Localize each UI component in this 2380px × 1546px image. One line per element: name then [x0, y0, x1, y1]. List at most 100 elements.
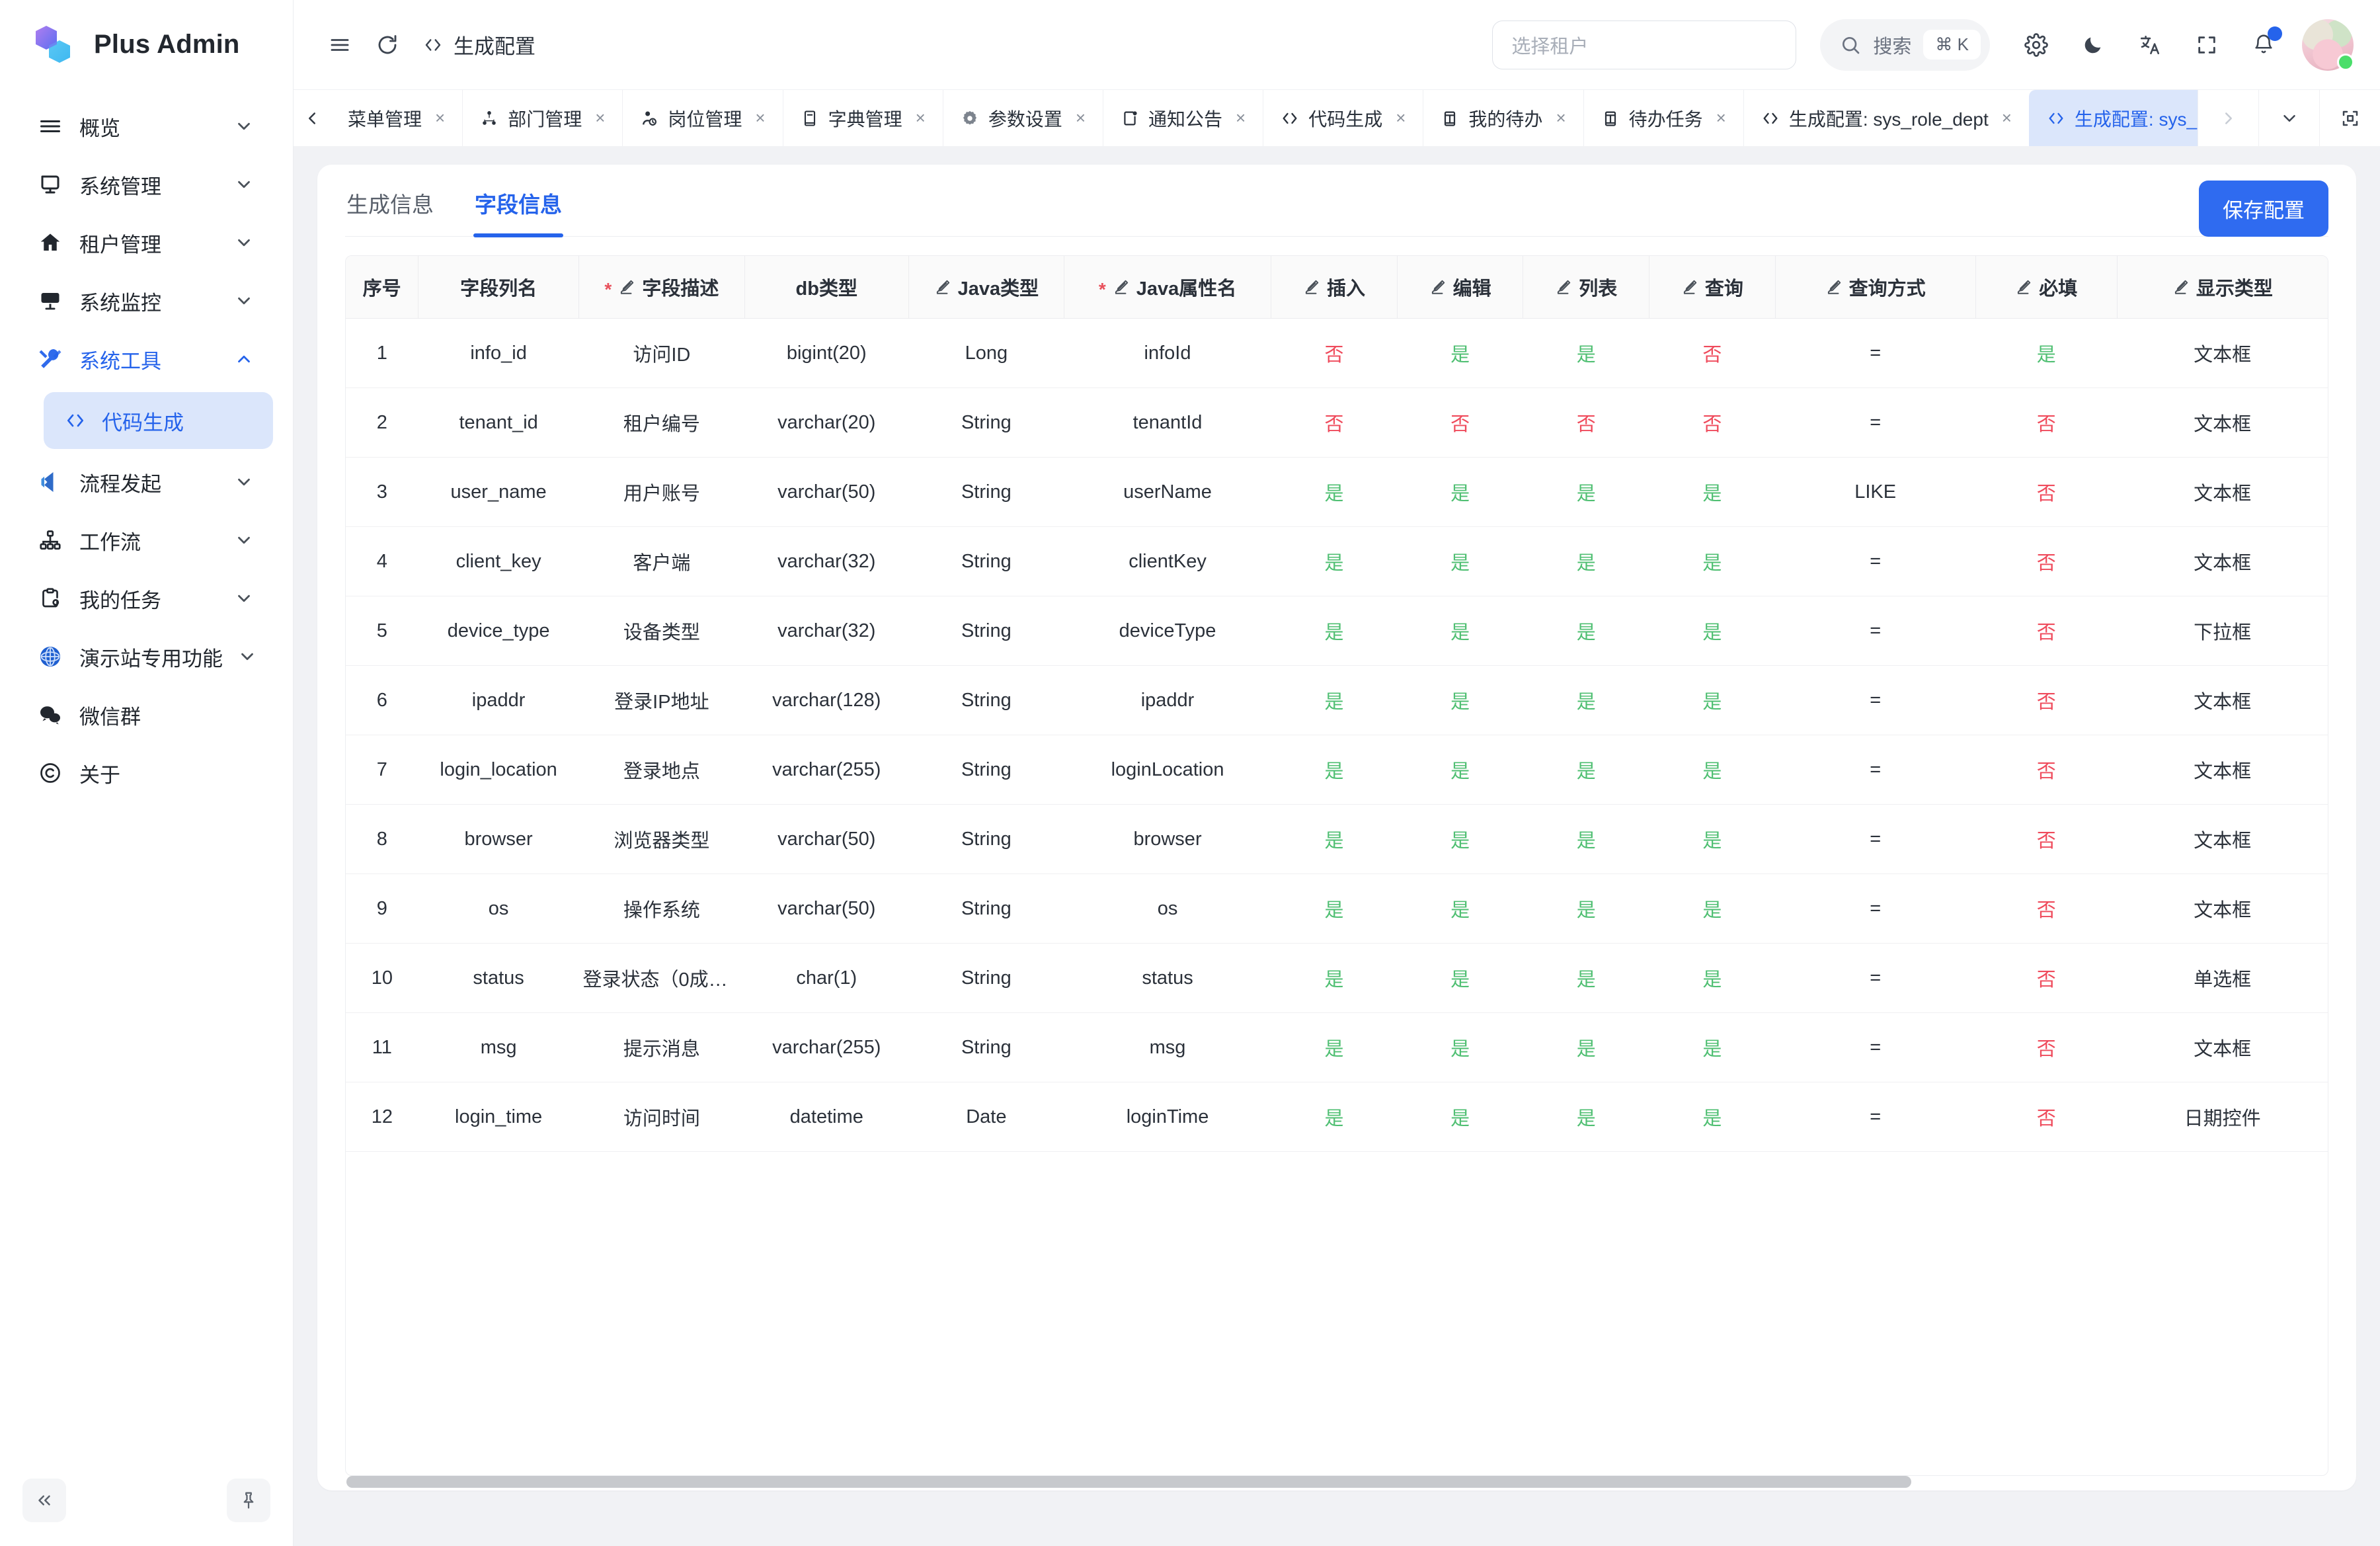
cell-java-property[interactable]: userName: [1064, 457, 1271, 527]
cell-db-type[interactable]: varchar(50): [744, 457, 909, 527]
cell-required[interactable]: 否: [1975, 665, 2118, 735]
cell-query-mode[interactable]: =: [1775, 943, 1976, 1013]
cell-java-type[interactable]: String: [908, 596, 1064, 666]
tab-menu-management[interactable]: 菜单管理 ×: [331, 90, 462, 146]
cell-field-desc[interactable]: 登录IP地址: [578, 665, 745, 735]
cell-seq[interactable]: 6: [346, 665, 418, 735]
cell-java-type[interactable]: Date: [908, 1082, 1064, 1152]
close-icon[interactable]: ×: [915, 108, 926, 128]
chevron-down-icon[interactable]: [231, 472, 257, 492]
cell-field-desc[interactable]: 用户账号: [578, 457, 745, 527]
cell-column-name[interactable]: device_type: [418, 596, 579, 666]
cell-display-type[interactable]: 文本框: [2117, 665, 2328, 735]
cell-field-desc[interactable]: 提示消息: [578, 1012, 745, 1082]
sidebar-item-process-start[interactable]: 流程发起: [20, 453, 273, 511]
cell-java-property[interactable]: clientKey: [1064, 526, 1271, 596]
cell-java-property[interactable]: deviceType: [1064, 596, 1271, 666]
cell-seq[interactable]: 12: [346, 1082, 418, 1152]
cell-required[interactable]: 否: [1975, 943, 2118, 1013]
tabs-scroll-right-button[interactable]: [2198, 90, 2258, 146]
cell-required[interactable]: 否: [1975, 526, 2118, 596]
table-row[interactable]: 2 tenant_id 租户编号 varchar(20) String tenantId 否…: [346, 387, 2328, 458]
cell-required[interactable]: 否: [1975, 804, 2118, 874]
cell-column-name[interactable]: ipaddr: [418, 665, 579, 735]
tenant-select[interactable]: 选择租户: [1492, 20, 1797, 69]
cell-list[interactable]: 是: [1523, 457, 1649, 527]
cell-java-property[interactable]: loginLocation: [1064, 735, 1271, 805]
chevron-down-icon[interactable]: [237, 647, 257, 667]
cell-insert[interactable]: 是: [1271, 874, 1398, 944]
cell-java-property[interactable]: os: [1064, 874, 1271, 944]
cell-edit[interactable]: 是: [1397, 596, 1523, 666]
close-icon[interactable]: ×: [1396, 108, 1406, 128]
tab-todo-task[interactable]: 待办任务 ×: [1583, 90, 1743, 146]
cell-list[interactable]: 是: [1523, 1082, 1649, 1152]
cell-query[interactable]: 是: [1649, 526, 1776, 596]
cell-edit[interactable]: 是: [1397, 665, 1523, 735]
brand[interactable]: Plus Admin: [0, 0, 293, 89]
cell-seq[interactable]: 7: [346, 735, 418, 805]
cell-edit[interactable]: 是: [1397, 735, 1523, 805]
tab-gen-config-sys-role-dept[interactable]: 生成配置: sys_role_dept ×: [1743, 90, 2029, 146]
table-row[interactable]: 10 status 登录状态（0成功 ... char(1) String status 是…: [346, 943, 2328, 1013]
cell-insert[interactable]: 否: [1271, 318, 1398, 388]
close-icon[interactable]: ×: [595, 108, 606, 128]
cell-java-type[interactable]: String: [908, 943, 1064, 1013]
cell-insert[interactable]: 是: [1271, 943, 1398, 1013]
cell-db-type[interactable]: varchar(255): [744, 735, 909, 805]
tab-code-generation[interactable]: 代码生成 ×: [1263, 90, 1423, 146]
cell-query[interactable]: 是: [1649, 1082, 1776, 1152]
cell-column-name[interactable]: user_name: [418, 457, 579, 527]
cell-field-desc[interactable]: 操作系统: [578, 874, 745, 944]
cell-java-type[interactable]: String: [908, 526, 1064, 596]
cell-required[interactable]: 否: [1975, 596, 2118, 666]
cell-required[interactable]: 否: [1975, 387, 2118, 458]
cell-query-mode[interactable]: LIKE: [1775, 457, 1976, 527]
cell-insert[interactable]: 是: [1271, 804, 1398, 874]
cell-query-mode[interactable]: =: [1775, 874, 1976, 944]
cell-java-type[interactable]: String: [908, 665, 1064, 735]
cell-java-property[interactable]: browser: [1064, 804, 1271, 874]
cell-required[interactable]: 否: [1975, 1082, 2118, 1152]
cell-query[interactable]: 是: [1649, 1012, 1776, 1082]
cell-query-mode[interactable]: =: [1775, 665, 1976, 735]
cell-query[interactable]: 是: [1649, 874, 1776, 944]
cell-field-desc[interactable]: 客户端: [578, 526, 745, 596]
close-icon[interactable]: ×: [1716, 108, 1726, 128]
cell-db-type[interactable]: varchar(50): [744, 804, 909, 874]
tab-notice[interactable]: 通知公告 ×: [1103, 90, 1263, 146]
cell-query[interactable]: 是: [1649, 596, 1776, 666]
cell-list[interactable]: 是: [1523, 943, 1649, 1013]
cell-edit[interactable]: 否: [1397, 387, 1523, 458]
sidebar-pin-button[interactable]: [227, 1479, 270, 1522]
cell-query[interactable]: 是: [1649, 735, 1776, 805]
cell-seq[interactable]: 4: [346, 526, 418, 596]
sidebar-item-about[interactable]: 关于: [20, 744, 273, 802]
sidebar-item-overview[interactable]: 概览: [20, 97, 273, 155]
tab-dept-management[interactable]: 部门管理 ×: [462, 90, 622, 146]
cell-display-type[interactable]: 单选框: [2117, 943, 2328, 1013]
cell-list[interactable]: 是: [1523, 804, 1649, 874]
cell-java-property[interactable]: status: [1064, 943, 1271, 1013]
language-button[interactable]: [2126, 21, 2174, 69]
cell-java-type[interactable]: String: [908, 735, 1064, 805]
cell-edit[interactable]: 是: [1397, 457, 1523, 527]
cell-query-mode[interactable]: =: [1775, 804, 1976, 874]
cell-insert[interactable]: 是: [1271, 1012, 1398, 1082]
sidebar-item-system-monitor[interactable]: 系统监控: [20, 272, 273, 330]
dark-mode-button[interactable]: [2069, 21, 2117, 69]
cell-query-mode[interactable]: =: [1775, 318, 1976, 388]
cell-required[interactable]: 否: [1975, 874, 2118, 944]
cell-edit[interactable]: 是: [1397, 943, 1523, 1013]
cell-java-type[interactable]: Long: [908, 318, 1064, 388]
table-row[interactable]: 6 ipaddr 登录IP地址 varchar(128) String ipaddr 是是是…: [346, 665, 2328, 735]
cell-seq[interactable]: 8: [346, 804, 418, 874]
sidebar-item-my-tasks[interactable]: 我的任务: [20, 569, 273, 628]
search-button[interactable]: 搜索 ⌘ K: [1820, 19, 1990, 71]
close-icon[interactable]: ×: [1236, 108, 1246, 128]
sidebar-collapse-button[interactable]: [22, 1479, 66, 1522]
cell-query[interactable]: 是: [1649, 665, 1776, 735]
cell-db-type[interactable]: varchar(20): [744, 387, 909, 458]
cell-insert[interactable]: 否: [1271, 387, 1398, 458]
sidebar-item-code-generation[interactable]: 代码生成: [44, 392, 273, 449]
